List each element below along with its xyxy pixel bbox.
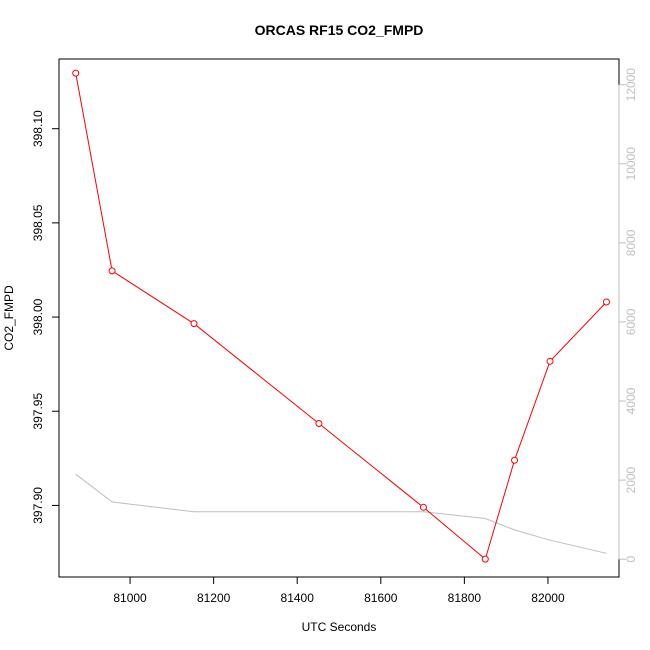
x-tick-label: 82000	[531, 591, 565, 605]
y2-tick-label: 4000	[624, 387, 638, 414]
y-tick-label: 398.05	[31, 204, 45, 241]
series-layer	[72, 69, 610, 563]
y2-tick-label: 8000	[624, 229, 638, 256]
y-axis-left: 397.90 397.95 398.00 398.05 398.10	[31, 110, 60, 524]
y-tick-label: 397.95	[31, 393, 45, 430]
y2-tick-label: 2000	[624, 466, 638, 493]
x-tick-label: 81400	[281, 591, 315, 605]
data-point	[419, 503, 427, 511]
y-tick-label: 397.90	[31, 487, 45, 524]
x-axis-label: UTC Seconds	[302, 620, 377, 634]
x-tick-label: 81200	[197, 591, 231, 605]
y-tick-label: 398.10	[31, 110, 45, 147]
y2-tick-label: 0	[624, 556, 638, 563]
chart-title: ORCAS RF15 CO2_FMPD	[255, 22, 424, 38]
x-tick-label: 81000	[113, 591, 147, 605]
y2-tick-label: 10000	[624, 147, 638, 181]
y-axis-label: CO2_FMPD	[2, 285, 16, 351]
x-tick-label: 81600	[364, 591, 398, 605]
data-point	[190, 320, 198, 328]
secondary-series-line	[75, 473, 607, 554]
y2-tick-label: 12000	[624, 68, 638, 102]
y2-tick-label: 6000	[624, 308, 638, 335]
co2-series-line	[75, 73, 607, 560]
y-tick-label: 398.00	[31, 298, 45, 335]
data-point	[602, 298, 610, 306]
data-point	[72, 69, 80, 77]
data-point	[108, 267, 116, 275]
plot-frame	[58, 58, 620, 578]
data-point	[481, 555, 489, 563]
x-tick-label: 81800	[448, 591, 482, 605]
data-point	[546, 357, 554, 365]
y-axis-right: 0 2000 4000 6000 8000 10000 12000	[618, 68, 638, 563]
data-point	[511, 456, 519, 464]
x-axis: 81000 81200 81400 81600 81800 82000	[113, 576, 565, 605]
data-point	[315, 419, 323, 427]
